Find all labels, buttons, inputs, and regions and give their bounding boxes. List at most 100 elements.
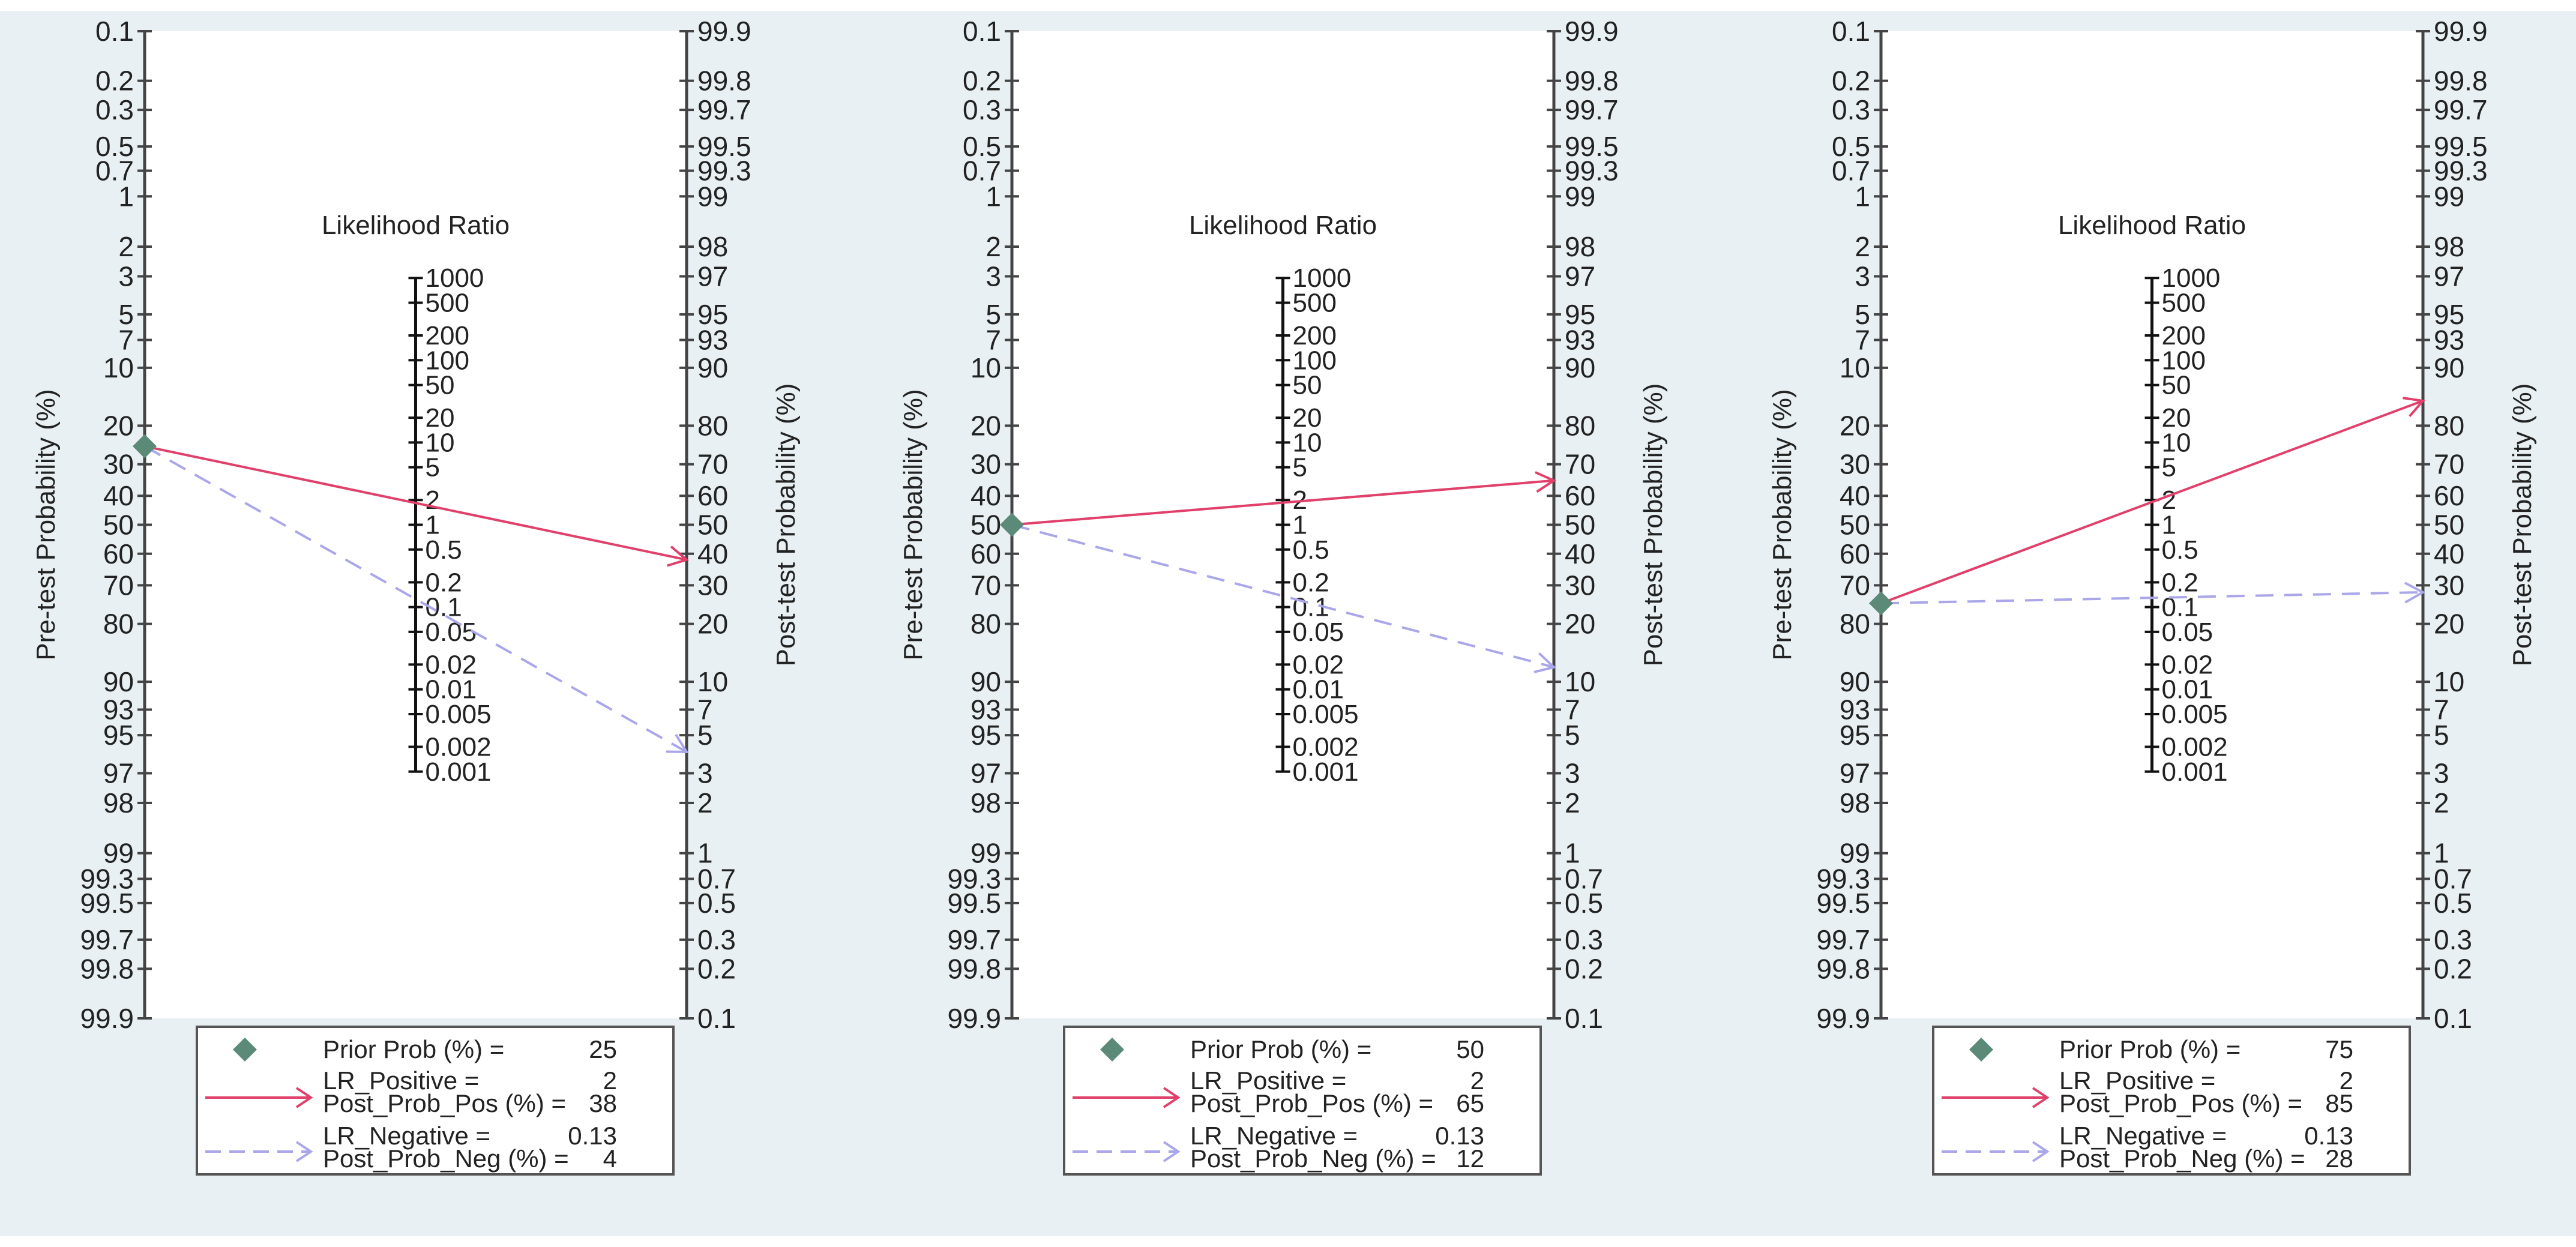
lr-negative-line xyxy=(1011,523,1554,669)
posttest-tick-label: 0.3 xyxy=(1565,924,1603,955)
posttest-tick-label: 97 xyxy=(1565,261,1595,292)
legend-label: Post_Prob_Pos (%) = xyxy=(2059,1089,2302,1117)
lr-tick-label: 50 xyxy=(426,371,455,400)
posttest-tick-label: 99.8 xyxy=(697,65,751,97)
posttest-tick-label: 93 xyxy=(697,324,728,355)
legend-value: 85 xyxy=(2325,1089,2353,1117)
lr-tick-label: 500 xyxy=(2162,288,2206,317)
posttest-tick-label: 99.3 xyxy=(697,155,751,186)
posttest-tick-label: 99 xyxy=(697,181,728,212)
pretest-tick-label: 1 xyxy=(118,181,134,212)
posttest-tick-label: 3 xyxy=(697,757,713,789)
posttest-tick-label: 0.7 xyxy=(697,864,736,895)
pretest-tick-label: 20 xyxy=(103,410,134,441)
pretest-tick-label: 3 xyxy=(118,261,134,292)
lr-tick-label: 10 xyxy=(1293,428,1322,457)
posttest-tick-label: 10 xyxy=(697,666,728,697)
pretest-tick-label: 50 xyxy=(103,509,134,541)
posttest-tick-label: 99.7 xyxy=(2434,94,2488,125)
posttest-tick-label: 99.3 xyxy=(2434,155,2488,186)
legend-value: 75 xyxy=(2325,1035,2353,1063)
lr-tick-label: 10 xyxy=(426,428,455,457)
pretest-tick-label: 5 xyxy=(118,299,134,330)
lr-axis-title: Likelihood Ratio xyxy=(322,211,510,240)
lr-tick-label: 0.02 xyxy=(2162,650,2213,679)
pretest-tick-label: 95 xyxy=(1840,720,1870,751)
legend-value: 4 xyxy=(603,1144,617,1173)
legend: Prior Prob (%) = 25 LR_Positive = 2 Post_Pro… xyxy=(196,1026,675,1176)
posttest-tick-label: 2 xyxy=(697,787,713,819)
prior-probability-marker xyxy=(133,434,157,458)
legend-value: 12 xyxy=(1456,1144,1484,1173)
pretest-tick-label: 60 xyxy=(103,538,134,569)
pretest-tick-label: 90 xyxy=(103,666,134,697)
posttest-tick-label: 99.5 xyxy=(1565,131,1619,162)
posttest-tick-label: 99.9 xyxy=(2434,16,2488,47)
posttest-tick-label: 20 xyxy=(2434,608,2464,640)
lr-positive-line-arrowhead xyxy=(666,545,690,567)
lr-positive-line xyxy=(1011,479,1554,526)
pretest-tick-label: 99.7 xyxy=(80,924,134,955)
legend-value: 25 xyxy=(589,1035,617,1063)
posttest-tick-label: 90 xyxy=(2434,352,2464,383)
legend-negative-arrow-icon xyxy=(2032,1141,2050,1162)
pretest-tick-label: 50 xyxy=(971,509,1001,541)
lr-tick-label: 5 xyxy=(2162,453,2176,482)
posttest-tick-label: 1 xyxy=(697,838,713,869)
lr-positive-line-arrowhead xyxy=(2403,397,2425,417)
pretest-tick-label: 30 xyxy=(103,449,134,480)
legend-value: 50 xyxy=(1456,1035,1484,1063)
posttest-tick-label: 10 xyxy=(2434,666,2464,697)
pretest-tick-label: 99.5 xyxy=(947,888,1001,919)
legend-value: 0.13 xyxy=(2304,1122,2353,1150)
pretest-tick-label: 60 xyxy=(1840,538,1870,569)
posttest-tick-label: 1 xyxy=(2434,838,2449,869)
pretest-tick-label: 99.3 xyxy=(947,864,1001,895)
posttest-tick-label: 2 xyxy=(1565,787,1580,819)
pretest-tick-label: 7 xyxy=(118,324,134,355)
posttest-tick-label: 5 xyxy=(2434,720,2449,751)
lr-positive-line xyxy=(144,445,687,561)
posttest-tick-label: 95 xyxy=(1565,299,1595,330)
posttest-tick-label: 98 xyxy=(2434,231,2464,262)
pretest-tick-label: 99.5 xyxy=(80,888,134,919)
posttest-tick-label: 2 xyxy=(2434,787,2449,819)
pretest-tick-label: 95 xyxy=(103,720,134,751)
nomogram-panel-1: 0.10.20.30.50.71235710203040506070809093… xyxy=(31,16,801,1176)
posttest-tick-label: 93 xyxy=(2434,324,2464,355)
posttest-tick-label: 99.7 xyxy=(1565,94,1619,125)
lr-tick-label: 2 xyxy=(426,485,440,515)
lr-tick-label: 0.005 xyxy=(426,700,492,729)
pretest-tick-label: 99 xyxy=(1840,838,1870,869)
pretest-tick-label: 99.8 xyxy=(1816,953,1870,984)
pretest-tick-label: 40 xyxy=(1840,480,1870,511)
pretest-tick-label: 0.7 xyxy=(95,155,134,186)
lr-tick-label: 500 xyxy=(1293,288,1337,317)
pretest-tick-label: 0.1 xyxy=(1832,16,1870,47)
posttest-tick-label: 99 xyxy=(1565,181,1595,212)
pretest-tick-label: 80 xyxy=(103,608,134,640)
lr-tick-label: 2 xyxy=(2162,485,2176,515)
legend-label: Prior Prob (%) = xyxy=(1190,1035,1371,1063)
posttest-tick-label: 30 xyxy=(2434,569,2464,601)
posttest-tick-label: 80 xyxy=(1565,410,1595,441)
posttest-tick-label: 99.9 xyxy=(697,16,751,47)
lr-tick-label: 1 xyxy=(1293,511,1307,540)
posttest-tick-label: 0.7 xyxy=(2434,864,2472,895)
posttest-tick-label: 30 xyxy=(697,569,728,601)
lr-tick-label: 0.5 xyxy=(1293,535,1329,565)
pretest-tick-label: 99.8 xyxy=(80,953,134,984)
pretest-tick-label: 99 xyxy=(971,838,1001,869)
legend-positive-arrow-icon xyxy=(1163,1087,1181,1108)
posttest-tick-label: 97 xyxy=(2434,261,2464,292)
lr-tick-label: 0.2 xyxy=(1293,568,1329,597)
pretest-tick-label: 1 xyxy=(986,181,1001,212)
posttest-tick-label: 50 xyxy=(697,509,728,541)
pretest-tick-label: 98 xyxy=(1840,787,1870,819)
pretest-tick-label: 0.3 xyxy=(1832,94,1870,125)
lr-tick-label: 50 xyxy=(2162,371,2191,400)
pretest-tick-label: 97 xyxy=(971,757,1001,789)
legend-label: Post_Prob_Neg (%) = xyxy=(1190,1144,1436,1173)
posttest-tick-label: 7 xyxy=(2434,694,2449,726)
lr-tick-label: 0.05 xyxy=(426,617,477,647)
